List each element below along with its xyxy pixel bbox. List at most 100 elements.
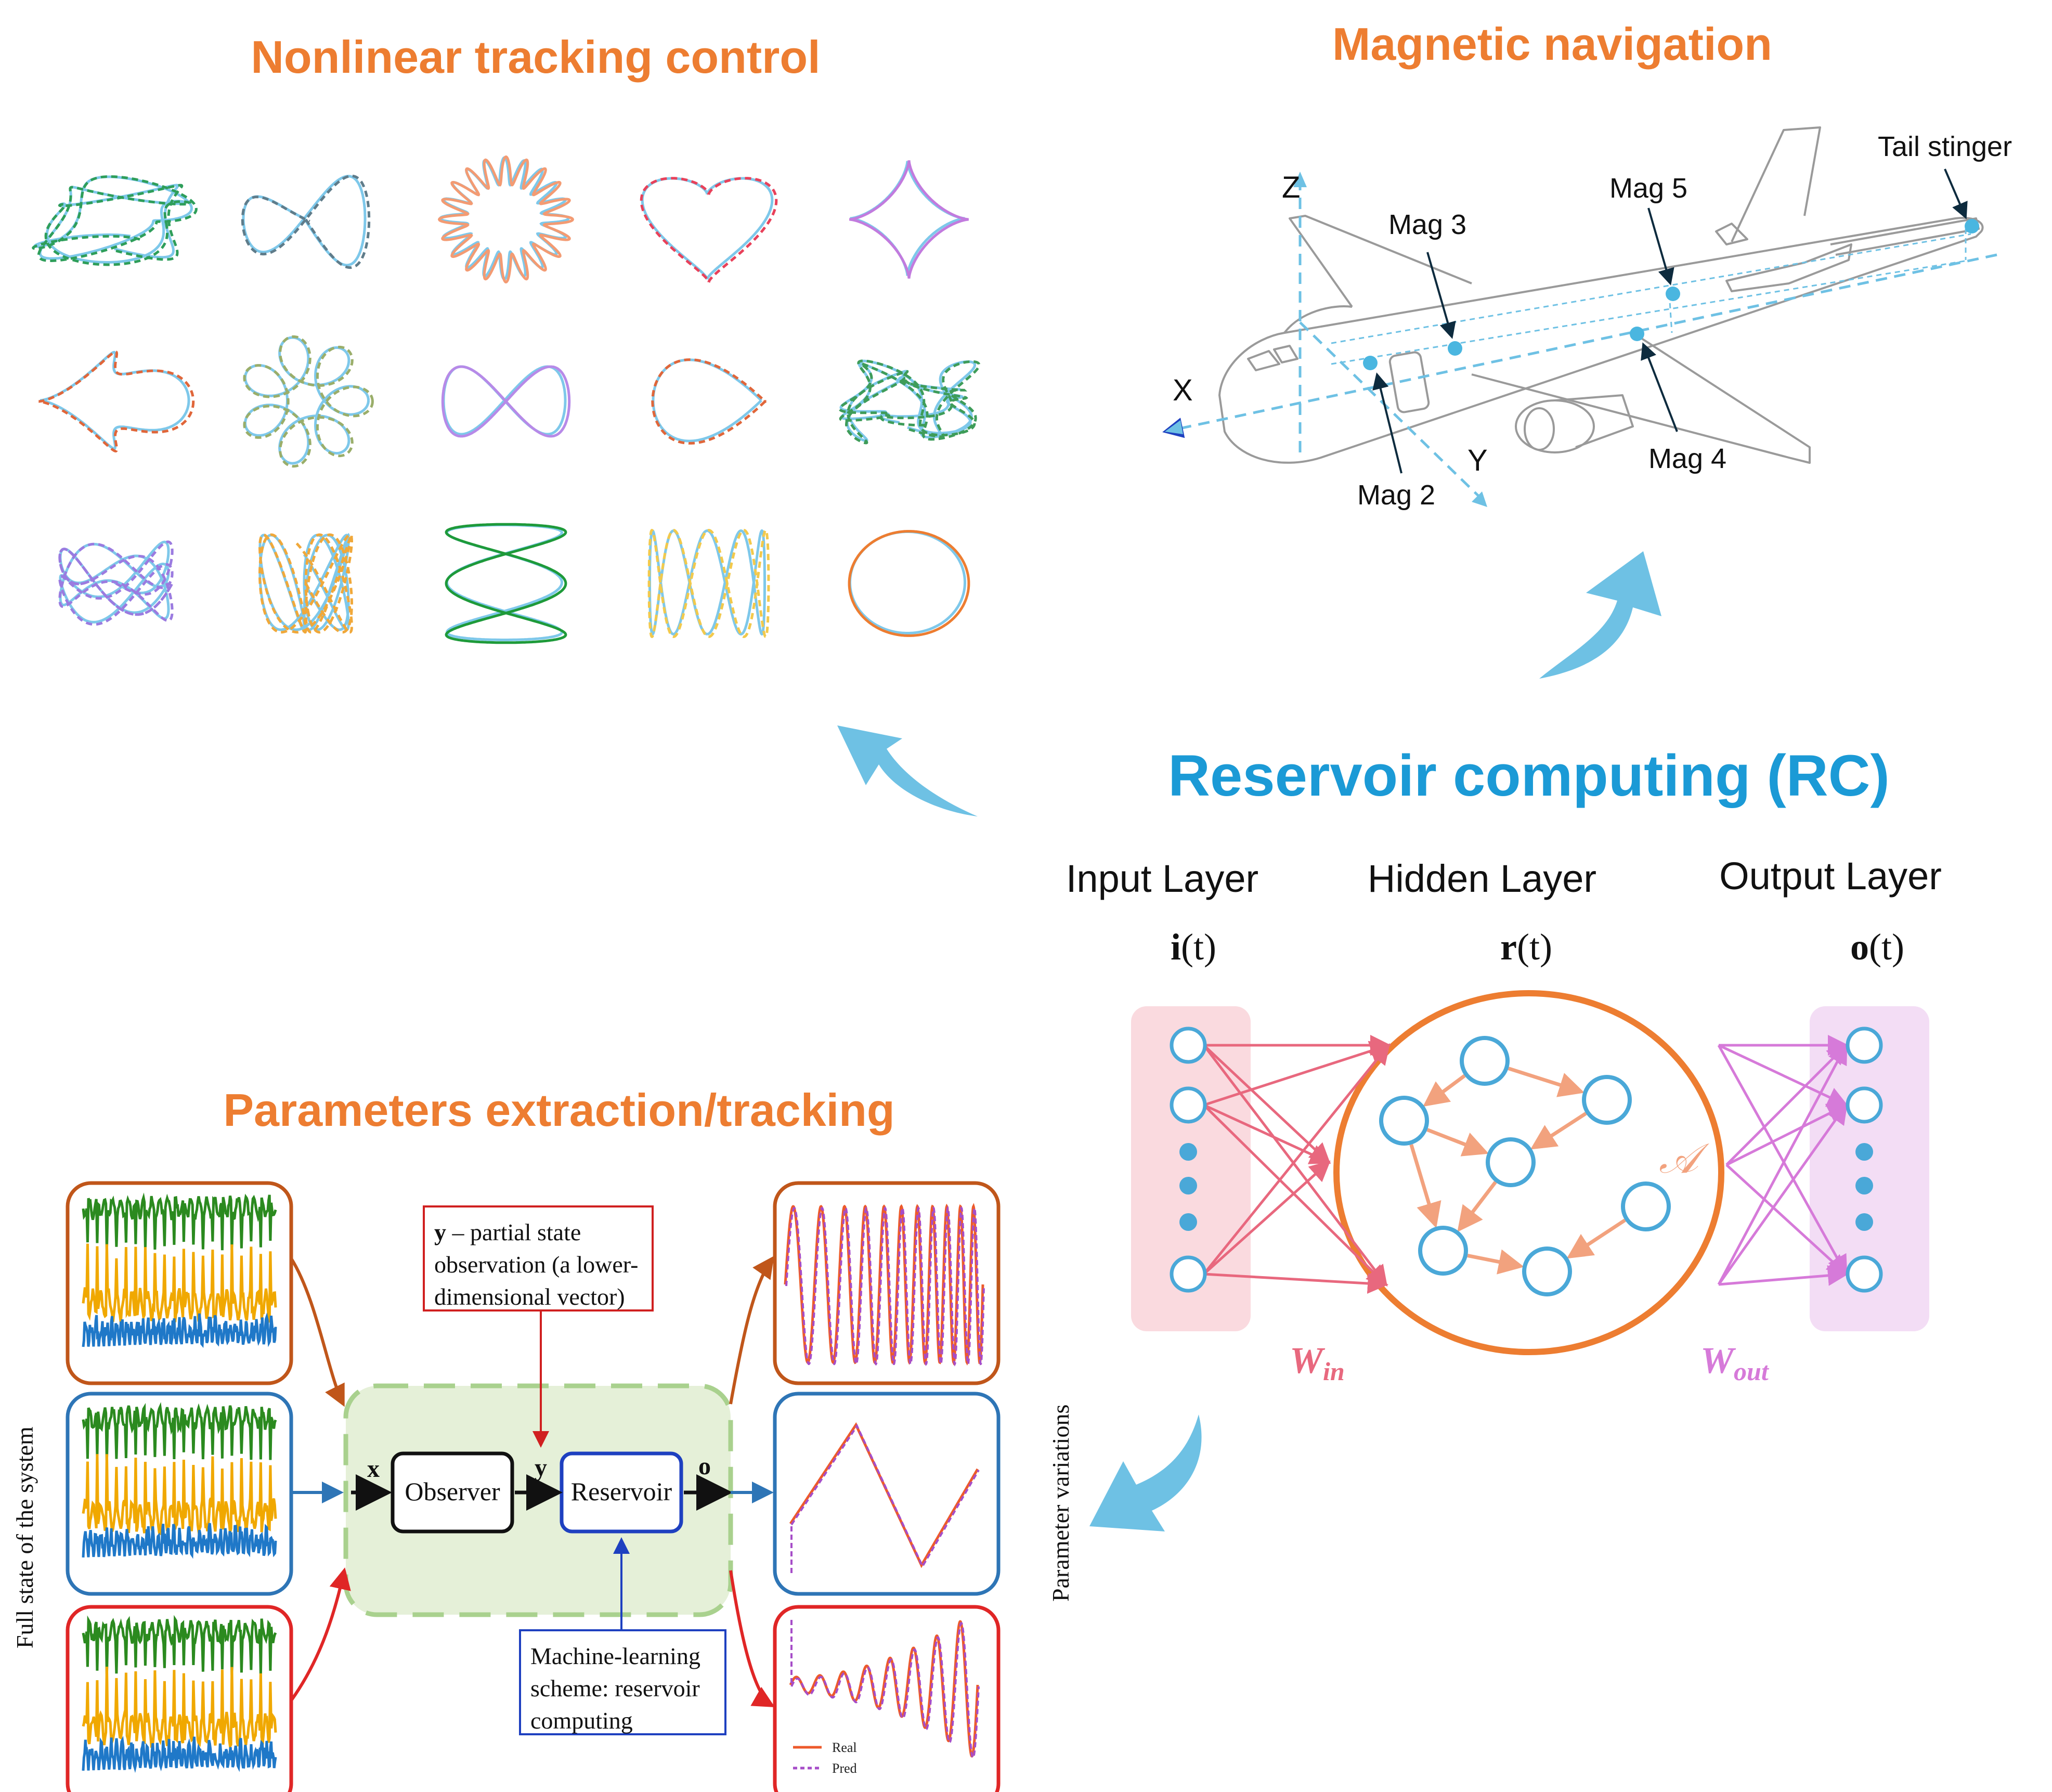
ellipsis-dot [1855,1143,1873,1161]
param-variations-label: Parameter variations [1047,1405,1074,1602]
fuselage [1218,217,1984,464]
mag4-label: Mag 4 [1648,443,1726,474]
reservoir-node [1418,1226,1468,1276]
trajectory-lissajous-green [445,523,567,644]
tracked-curve [32,175,198,266]
output-panel-red [773,1605,1001,1792]
rc-title: Reservoir computing (RC) [1168,743,1890,808]
reservoir-label: Reservoir [571,1477,672,1506]
curved-arrow-to-params [1089,1414,1202,1531]
reservoir-node [1522,1246,1572,1296]
tracked-curve [441,365,571,438]
tracked-curve [838,359,981,445]
signal-green [82,1192,277,1251]
w-out-edge [1717,1044,1848,1277]
tracked-curve [651,358,767,445]
w-in-edge [1203,1044,1331,1164]
note-y-line3: dimensional vector) [434,1283,625,1310]
w-in-edge [1203,1272,1388,1294]
ellipsis-dot [1855,1213,1873,1231]
trajectory-infinity-gray [241,174,371,269]
trajectory-lemniscate-violet [441,365,571,438]
note-ml-line3: computing [530,1707,633,1734]
w-in-edge [1203,1160,1331,1275]
tracked-curve [58,540,174,626]
rc-network [1170,1027,1883,1296]
reservoir-edge [1566,1218,1626,1259]
w-in-edge [1203,1104,1388,1287]
output-node [1846,1086,1883,1124]
output-layer-label: Output Layer [1719,854,1942,898]
adjacency-label: 𝒜 [1659,1136,1709,1182]
w-out-edge [1717,1043,1848,1285]
full-state-label: Full state of the system [11,1426,38,1648]
tracked-curve [241,174,371,269]
trajectory-chaos-green [838,359,981,445]
w-in-label: Win [1290,1340,1345,1386]
input-layer-label: Input Layer [1066,857,1258,900]
mag4-marker [1630,327,1644,341]
input-node [1170,1027,1207,1064]
tail-marker [1965,219,1979,233]
tracked-curve [437,155,575,283]
tracked-curve [38,350,195,452]
tracked-curve [640,177,778,283]
axis-x-label: X [1173,373,1193,407]
right-wing [1471,332,1811,464]
reservoir-node [1582,1075,1632,1125]
curved-arrow-to-magnetic [1539,551,1661,679]
ellipsis-dot [1179,1143,1197,1161]
reservoir-node [1621,1181,1671,1231]
mag2-marker [1363,356,1378,370]
left-wing [1289,215,1472,308]
params-title: Parameters extraction/tracking [223,1084,894,1136]
signal-blue [82,1312,277,1348]
curved-arrow-to-tracking [837,725,978,816]
reservoir-node [1460,1036,1510,1086]
input-layer-panel [1131,1006,1251,1331]
output-node [1846,1027,1883,1064]
axis-z-label: Z [1282,171,1300,204]
reservoir-edge [1423,1074,1466,1107]
signal-blue [82,1523,277,1559]
note-ml-line1: Machine-learning [530,1643,700,1669]
input-node [1170,1086,1207,1124]
hidden-layer-label: Hidden Layer [1368,857,1596,900]
legend-pred: Pred [832,1761,857,1776]
magnetometers [1363,219,1979,370]
output-node [1846,1255,1883,1293]
w-out-label: Wout [1700,1340,1770,1386]
trajectory-grid [32,155,981,644]
airplane-illustration [1218,126,1984,464]
trajectory-torus-salmon [437,155,575,283]
reference-curve [438,156,570,281]
plane-axes [1162,179,1997,505]
w-in-edge [1203,1043,1391,1275]
input-vector-label: i(t) [1171,926,1216,968]
hidden-vector-label: r(t) [1500,926,1552,968]
note-ml-box [519,1629,726,1735]
w-out-edge [1718,1265,1849,1286]
reference-curve [839,359,976,443]
tracked-curve [849,160,969,279]
ellipsis-dot [1179,1213,1197,1231]
reservoir-node [1379,1096,1429,1146]
reservoir-edge [1457,1181,1497,1232]
reservoir-edge [1467,1249,1524,1275]
signal-green [82,1615,277,1675]
signal-yellow [82,1243,277,1323]
tracked-curve [445,523,567,644]
reference-curve [652,358,762,443]
mag2-label: Mag 2 [1357,479,1435,511]
w-in-edge [1203,1044,1388,1287]
output-vector-label: o(t) [1850,926,1904,968]
w-out-edge [1725,1164,1848,1276]
observer-block [391,1451,514,1534]
reservoir-edge [1409,1144,1441,1228]
signal-blue [82,1735,277,1773]
mag5-marker [1666,287,1680,301]
reference-curve [850,161,965,276]
signal-yellow [82,1454,277,1536]
input-node [1170,1255,1207,1293]
mag5-label: Mag 5 [1609,173,1687,204]
